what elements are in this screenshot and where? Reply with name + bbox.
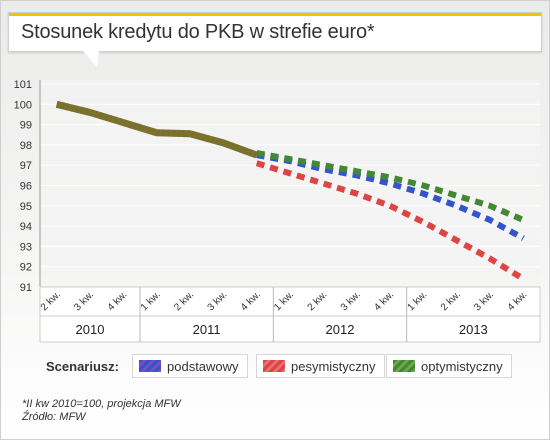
y-tick-label: 92 bbox=[20, 262, 32, 274]
series-line-pesymistyczny bbox=[255, 160, 525, 282]
legend-item-pesymistyczny: pesymistyczny bbox=[256, 354, 385, 378]
title-box: Stosunek kredytu do PKB w strefie euro* bbox=[8, 12, 542, 67]
y-tick-label: 94 bbox=[20, 221, 32, 233]
legend: Scenariusz: podstawowy pesymistyczny opt… bbox=[0, 350, 550, 382]
legend-text-pesymistyczny: pesymistyczny bbox=[291, 358, 376, 374]
plot-background bbox=[40, 80, 540, 287]
legend-swatch-podstawowy bbox=[139, 360, 161, 372]
series-line-optymistyczny bbox=[256, 150, 525, 223]
footnote-line-2: Źródło: MFW bbox=[22, 411, 86, 423]
legend-item-optymistyczny: optymistyczny bbox=[386, 354, 512, 378]
title-pointer bbox=[83, 51, 99, 67]
y-tick-label: 99 bbox=[20, 120, 32, 132]
historical-line-hatch bbox=[55, 100, 258, 159]
y-tick-label: 93 bbox=[20, 241, 32, 253]
y-tick-label: 95 bbox=[20, 201, 32, 213]
footnote-line-1: *II kw 2010=100, projekcja MFW bbox=[22, 398, 181, 410]
year-label: 2010 bbox=[76, 322, 105, 337]
legend-text-podstawowy: podstawowy bbox=[167, 358, 239, 374]
legend-text-optymistyczny: optymistyczny bbox=[421, 358, 503, 374]
title-accent-bar bbox=[9, 13, 541, 16]
footnote: *II kw 2010=100, projekcja MFW Źródło: M… bbox=[22, 398, 181, 424]
y-tick-label: 98 bbox=[20, 140, 32, 152]
y-tick-label: 101 bbox=[14, 79, 32, 91]
x-axis-band bbox=[39, 286, 541, 343]
year-label: 2012 bbox=[326, 322, 355, 337]
year-label: 2011 bbox=[193, 322, 221, 337]
y-tick-label: 100 bbox=[14, 99, 32, 111]
y-tick-label: 91 bbox=[20, 282, 32, 294]
legend-swatch-pesymistyczny bbox=[263, 360, 285, 372]
year-label: 2013 bbox=[459, 322, 488, 337]
chart-title: Stosunek kredytu do PKB w strefie euro* bbox=[21, 21, 375, 43]
legend-label: Scenariusz: bbox=[46, 359, 119, 374]
y-tick-label: 97 bbox=[20, 160, 32, 172]
y-tick-label: 96 bbox=[20, 181, 32, 193]
legend-swatch-optymistyczny bbox=[393, 360, 415, 372]
legend-item-podstawowy: podstawowy bbox=[132, 354, 248, 378]
